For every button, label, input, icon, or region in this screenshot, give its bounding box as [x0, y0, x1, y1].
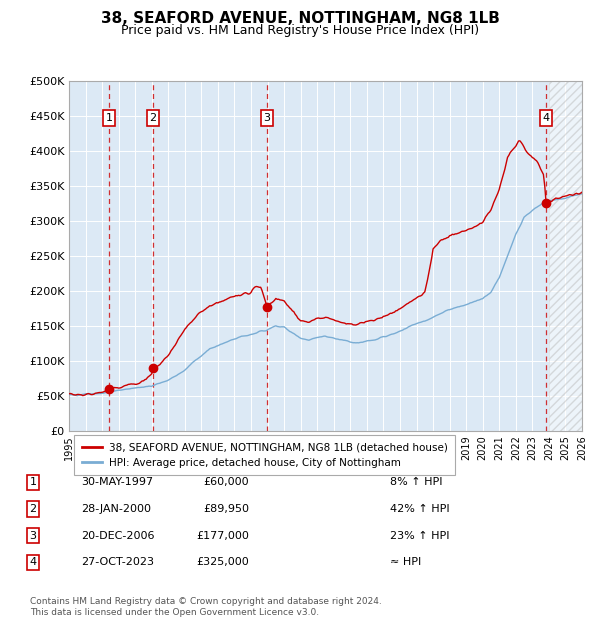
- Text: £325,000: £325,000: [196, 557, 249, 567]
- Text: 8% ↑ HPI: 8% ↑ HPI: [390, 477, 443, 487]
- Text: 3: 3: [263, 113, 271, 123]
- Text: 3: 3: [29, 531, 37, 541]
- Text: 27-OCT-2023: 27-OCT-2023: [81, 557, 154, 567]
- Text: 28-JAN-2000: 28-JAN-2000: [81, 504, 151, 514]
- Text: Contains HM Land Registry data © Crown copyright and database right 2024.
This d: Contains HM Land Registry data © Crown c…: [30, 598, 382, 617]
- Text: 4: 4: [29, 557, 37, 567]
- Text: 42% ↑ HPI: 42% ↑ HPI: [390, 504, 449, 514]
- Text: 1: 1: [106, 113, 112, 123]
- Text: Price paid vs. HM Land Registry's House Price Index (HPI): Price paid vs. HM Land Registry's House …: [121, 24, 479, 37]
- Text: 20-DEC-2006: 20-DEC-2006: [81, 531, 155, 541]
- Bar: [549, 81, 582, 431]
- Text: £89,950: £89,950: [203, 504, 249, 514]
- Text: 23% ↑ HPI: 23% ↑ HPI: [390, 531, 449, 541]
- Legend: 38, SEAFORD AVENUE, NOTTINGHAM, NG8 1LB (detached house), HPI: Average price, de: 38, SEAFORD AVENUE, NOTTINGHAM, NG8 1LB …: [74, 435, 455, 475]
- Text: ≈ HPI: ≈ HPI: [390, 557, 421, 567]
- Text: 1: 1: [29, 477, 37, 487]
- Text: 4: 4: [542, 113, 550, 123]
- Text: 2: 2: [149, 113, 157, 123]
- Text: 2: 2: [29, 504, 37, 514]
- Text: 30-MAY-1997: 30-MAY-1997: [81, 477, 153, 487]
- Text: £60,000: £60,000: [203, 477, 249, 487]
- Text: £177,000: £177,000: [196, 531, 249, 541]
- Text: 38, SEAFORD AVENUE, NOTTINGHAM, NG8 1LB: 38, SEAFORD AVENUE, NOTTINGHAM, NG8 1LB: [101, 11, 499, 26]
